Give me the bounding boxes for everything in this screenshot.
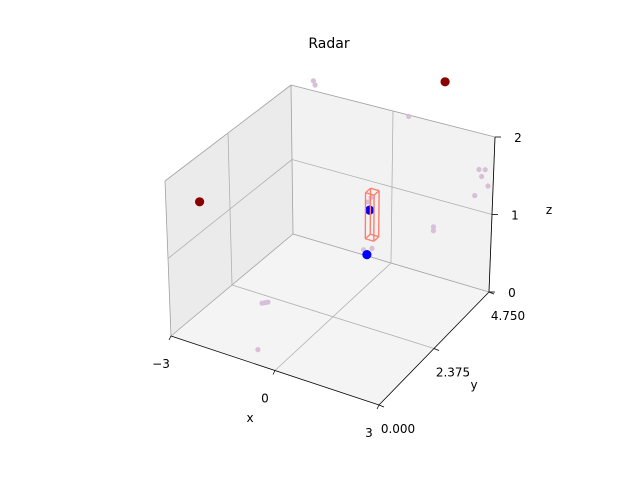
scatter-point <box>430 228 436 234</box>
scatter-point <box>479 173 485 180</box>
y-tick-label: 4.750 <box>491 309 525 323</box>
scatter-point <box>365 199 371 205</box>
x-tick-label: 3 <box>365 426 373 440</box>
bounding-box-edge <box>364 233 371 240</box>
y-tick-label: 2.375 <box>436 366 470 380</box>
scatter-point <box>369 245 375 251</box>
scatter-point <box>472 193 478 199</box>
scatter-point <box>365 205 375 215</box>
grid-line-z <box>167 159 293 259</box>
y-tick <box>378 404 385 408</box>
scatter-point <box>482 167 488 173</box>
scatter-point <box>476 166 482 173</box>
back-pane <box>291 85 495 292</box>
grid-line-z <box>291 159 493 215</box>
x-axis-label: x <box>246 411 253 425</box>
left-pane <box>165 85 293 336</box>
grid-line-y <box>231 284 435 349</box>
z-axis-label: z <box>546 203 552 217</box>
scatter-point <box>265 299 271 305</box>
y-tick-label: 0.000 <box>381 422 415 436</box>
scatter-point <box>430 224 437 230</box>
y-axis-label: y <box>470 378 477 392</box>
bounding-box-edge <box>370 187 380 192</box>
x-tick-label: 0 <box>261 392 269 406</box>
scatter-point <box>255 347 261 353</box>
scatter-point <box>440 77 450 87</box>
bounding-box-edge <box>373 190 380 196</box>
scatter-point <box>406 113 412 119</box>
bounding-box-edge <box>373 236 380 242</box>
z-tick-label: 2 <box>514 131 522 145</box>
x-tick <box>168 335 172 341</box>
y-tick <box>433 348 440 351</box>
scatter-point <box>195 197 205 207</box>
z-tick-label: 0 <box>508 286 516 300</box>
x-tick <box>376 404 380 410</box>
bounding-box-edge <box>365 238 374 242</box>
scatter-point <box>485 183 491 189</box>
z-tick-label: 1 <box>511 209 519 223</box>
chart-title: Radar <box>308 36 349 52</box>
scatter-point <box>312 82 318 88</box>
x-tick-label: −3 <box>152 357 170 371</box>
scatter-point <box>362 250 372 260</box>
bounding-box-edge <box>365 187 372 194</box>
scatter-point <box>310 78 316 84</box>
x-tick <box>272 370 276 375</box>
